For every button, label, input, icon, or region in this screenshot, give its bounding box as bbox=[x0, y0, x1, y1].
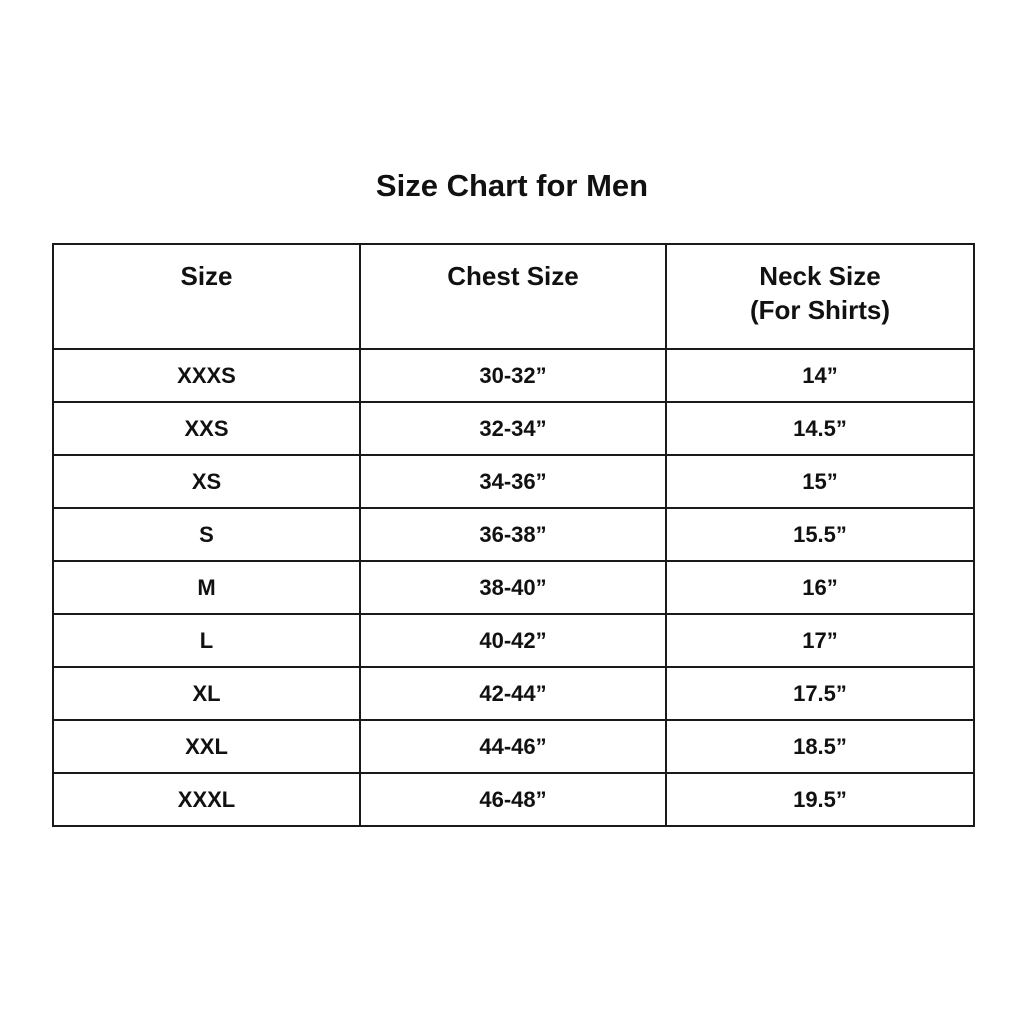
neck-size-cell: 17.5” bbox=[665, 666, 975, 721]
neck-size-cell: 14.5” bbox=[665, 401, 975, 456]
table-row: XXS 32-34” 14.5” bbox=[52, 401, 975, 456]
header-row: Size Chest Size Neck Size (For Shirts) bbox=[52, 243, 975, 350]
table-row: S 36-38” 15.5” bbox=[52, 507, 975, 562]
table-row: XXL 44-46” 18.5” bbox=[52, 719, 975, 774]
chest-size-cell: 40-42” bbox=[359, 613, 667, 668]
chest-size-cell: 34-36” bbox=[359, 454, 667, 509]
page-title: Size Chart for Men bbox=[375, 168, 649, 203]
neck-size-cell: 15” bbox=[665, 454, 975, 509]
chest-size-cell: 36-38” bbox=[359, 507, 667, 562]
chest-size-cell: 44-46” bbox=[359, 719, 667, 774]
header-size: Size bbox=[52, 243, 361, 350]
neck-size-cell: 18.5” bbox=[665, 719, 975, 774]
size-cell: XXL bbox=[52, 719, 361, 774]
size-cell: S bbox=[52, 507, 361, 562]
size-cell: XXXS bbox=[52, 348, 361, 403]
neck-size-cell: 17” bbox=[665, 613, 975, 668]
size-cell: XL bbox=[52, 666, 361, 721]
table-row: XXXL 46-48” 19.5” bbox=[52, 772, 975, 827]
size-cell: M bbox=[52, 560, 361, 615]
header-neck-size: Neck Size (For Shirts) bbox=[665, 243, 975, 350]
neck-size-cell: 19.5” bbox=[665, 772, 975, 827]
table-row: M 38-40” 16” bbox=[52, 560, 975, 615]
table-row: XS 34-36” 15” bbox=[52, 454, 975, 509]
header-neck-size-label: Neck Size bbox=[759, 261, 881, 291]
neck-size-cell: 15.5” bbox=[665, 507, 975, 562]
size-chart-table: Size Chest Size Neck Size (For Shirts) X… bbox=[52, 243, 975, 827]
size-cell: XXS bbox=[52, 401, 361, 456]
header-neck-size-note: (For Shirts) bbox=[749, 295, 891, 325]
header-chest-size: Chest Size bbox=[359, 243, 667, 350]
neck-size-cell: 16” bbox=[665, 560, 975, 615]
chest-size-cell: 30-32” bbox=[359, 348, 667, 403]
size-cell: XS bbox=[52, 454, 361, 509]
chest-size-cell: 32-34” bbox=[359, 401, 667, 456]
neck-size-cell: 14” bbox=[665, 348, 975, 403]
table-row: XL 42-44” 17.5” bbox=[52, 666, 975, 721]
size-cell: XXXL bbox=[52, 772, 361, 827]
chest-size-cell: 42-44” bbox=[359, 666, 667, 721]
chest-size-cell: 46-48” bbox=[359, 772, 667, 827]
table-row: L 40-42” 17” bbox=[52, 613, 975, 668]
table-row: XXXS 30-32” 14” bbox=[52, 348, 975, 403]
chest-size-cell: 38-40” bbox=[359, 560, 667, 615]
size-cell: L bbox=[52, 613, 361, 668]
